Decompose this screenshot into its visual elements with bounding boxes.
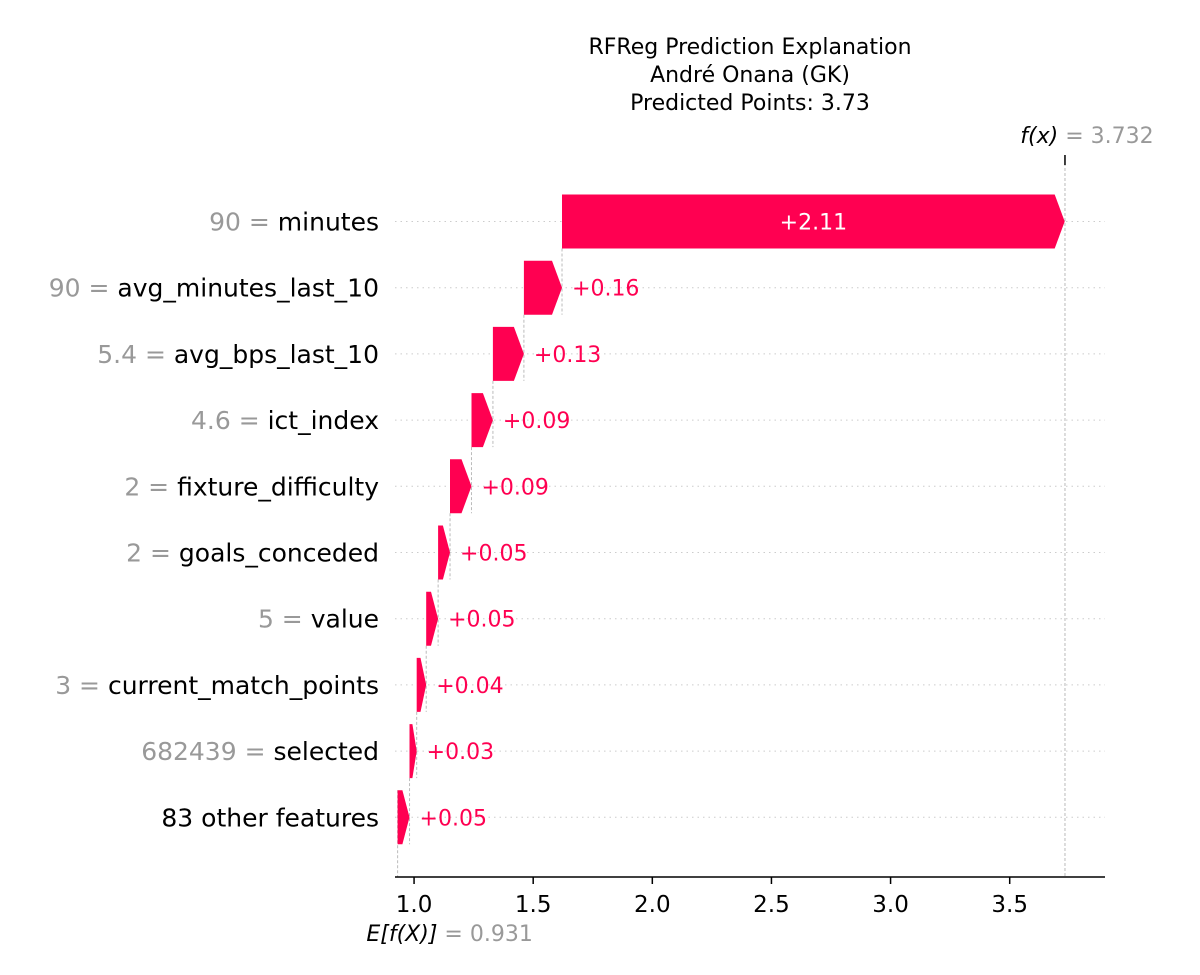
feature-name: 83 other features [161,803,379,832]
feature-label: 682439 = selected [141,737,379,766]
feature-label: 83 other features [161,803,379,832]
data-label: +0.09 [503,409,570,434]
data-label: +0.04 [436,674,503,699]
data-label: +0.13 [534,343,601,368]
feature-value: 90 = [209,208,278,237]
feature-value: 4.6 = [191,406,268,435]
feature-value: 5 = [258,605,311,634]
feature-name: selected [273,737,379,766]
feature-name: avg_bps_last_10 [174,340,379,369]
feature-name: ict_index [268,406,379,435]
base-value-annotation: E[f(X)] = 0.931 [366,922,532,947]
bars: +2.11 +0.16 +0.13 +0.09 +0.09 +0.05 +0.05 +0.04… [397,194,1065,845]
data-label: +0.09 [481,475,548,500]
bar-83-other-features [397,790,410,845]
bar-avg-minutes-last-10 [523,260,562,315]
feature-value: 682439 = [141,737,273,766]
x-tick-label: 1.5 [515,892,552,918]
feature-value: 3 = [55,671,108,700]
bar-selected [409,724,417,779]
chart-title: RFReg Prediction Explanation André Onana… [588,35,911,116]
feature-value: 5.4 = [97,340,174,369]
feature-label: 90 = minutes [209,208,379,237]
data-label: +0.05 [420,806,487,831]
title-line-2: André Onana (GK) [650,63,850,88]
bar-current-match-points [416,657,427,712]
feature-label: 5.4 = avg_bps_last_10 [97,340,379,369]
base-value: = 0.931 [437,922,532,947]
bar-goals-conceded [438,525,450,580]
feature-label: 4.6 = ict_index [191,406,379,435]
feature-name: fixture_difficulty [177,472,379,501]
x-tick-label: 2.0 [634,892,671,918]
output-value-annotation: f(x) = 3.732 [1020,124,1153,149]
bar-minutes [562,194,1065,249]
feature-name: value [311,605,379,634]
title-line-1: RFReg Prediction Explanation [588,35,911,60]
feature-label: 2 = fixture_difficulty [124,472,379,501]
x-axis: 1.0 1.5 2.0 2.5 3.0 3.5 [395,876,1105,918]
data-label: +0.05 [460,542,527,567]
base-label: E[f(X)] [366,922,437,947]
title-line-3: Predicted Points: 3.73 [630,91,870,116]
data-label: +0.16 [572,277,639,302]
bar-value [426,591,439,646]
output-label: f(x) [1020,124,1058,149]
output-value: = 3.732 [1058,124,1153,149]
x-tick-label: 2.5 [753,892,790,918]
grid-lines [395,221,1105,818]
data-label: +0.03 [427,740,494,765]
feature-label: 90 = avg_minutes_last_10 [49,274,379,303]
x-tick-label: 1.0 [396,892,433,918]
x-tick-label: 3.0 [872,892,909,918]
feature-label: 3 = current_match_points [55,671,379,700]
feature-value: 90 = [49,274,118,303]
data-label: +0.05 [448,608,515,633]
feature-value: 2 = [126,539,179,568]
feature-name: avg_minutes_last_10 [117,274,379,303]
feature-name: goals_conceded [179,539,379,568]
x-tick-label: 3.5 [991,892,1028,918]
bar-avg-bps-last-10 [492,326,524,381]
feature-name: current_match_points [108,671,379,700]
bar-ict-index [471,393,493,448]
connector-lines [397,155,1066,877]
feature-label: 5 = value [258,605,379,634]
feature-label: 2 = goals_conceded [126,539,379,568]
value-annotations: f(x) = 3.732 E[f(X)] = 0.931 [366,124,1153,947]
data-label: +2.11 [780,211,847,236]
feature-value: 2 = [124,472,177,501]
bar-fixture-difficulty [450,459,472,514]
feature-name: minutes [278,208,379,237]
